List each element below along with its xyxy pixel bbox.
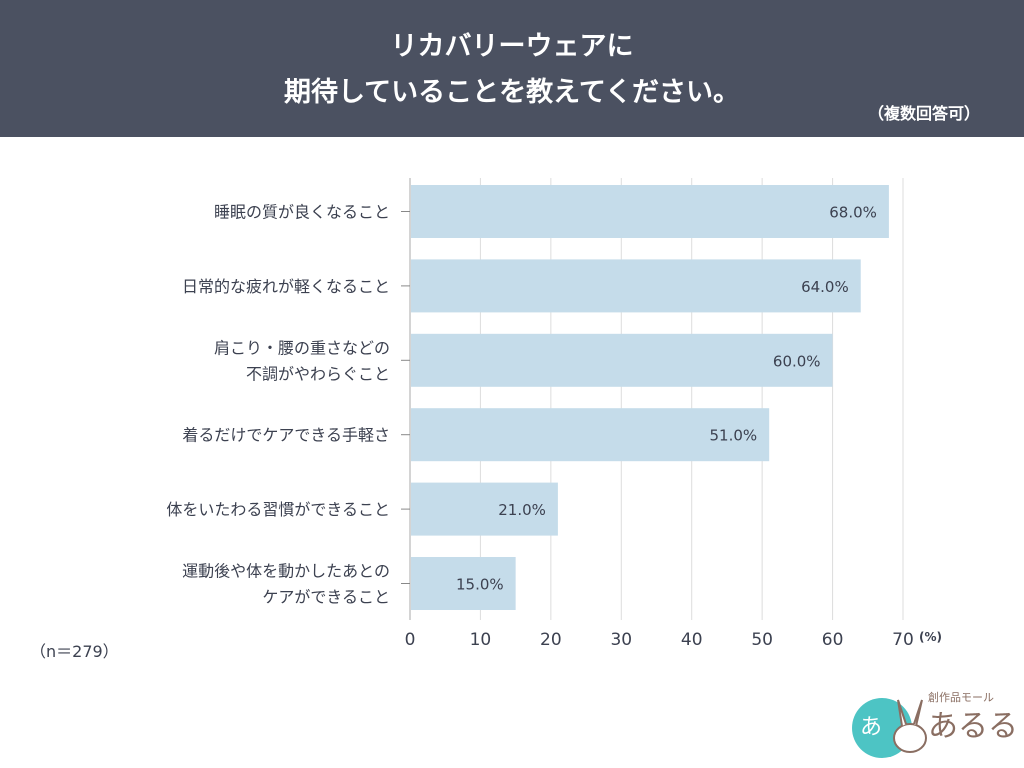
category-label: ケアができること: [262, 588, 390, 607]
logo: あ 創作品モール あるる: [850, 686, 1020, 762]
multiple-answer-note: （複数回答可）: [867, 104, 980, 123]
x-tick-label: 50: [751, 630, 773, 650]
bar: [411, 333, 833, 387]
title-line-1: リカバリーウェアに: [390, 31, 634, 62]
x-tick-label: 30: [610, 630, 632, 650]
svg-text:創作品モール: 創作品モール: [928, 690, 994, 704]
bar: [411, 482, 558, 536]
chart-title: リカバリーウェアに 期待していることを教えてください。: [0, 24, 1024, 116]
sample-size: （n＝279）: [30, 642, 119, 661]
bar: [411, 408, 770, 462]
bar: [411, 259, 861, 313]
data-label: 60.0%: [773, 352, 821, 370]
x-tick-label: 20: [540, 630, 562, 650]
x-tick-label: 10: [470, 630, 492, 650]
svg-text:あ: あ: [860, 715, 882, 740]
data-label: 51.0%: [710, 427, 758, 445]
title-line-2: 期待していることを教えてください。: [283, 77, 741, 108]
data-label: 15.0%: [456, 576, 504, 594]
x-tick-label: 40: [681, 630, 703, 650]
category-label: 日常的な疲れが軽くなること: [182, 277, 390, 296]
category-label: 体をいたわる習慣ができること: [166, 500, 390, 519]
bar: [411, 557, 516, 610]
category-label: 肩こり・腰の重さなどの: [214, 338, 390, 357]
header: リカバリーウェアに 期待していることを教えてください。 （複数回答可）: [0, 0, 1024, 137]
x-unit-label: (%): [919, 630, 942, 644]
category-label: 睡眠の質が良くなること: [214, 203, 390, 222]
category-label: 不調がやわらぐこと: [246, 364, 390, 383]
rabbit-logo-icon: あ 創作品モール あるる: [852, 690, 1018, 758]
data-label: 64.0%: [801, 278, 849, 296]
svg-text:あるる: あるる: [928, 709, 1018, 744]
x-tick-label: 70: [892, 630, 914, 650]
data-label: 21.0%: [498, 501, 546, 519]
x-tick-label: 60: [822, 630, 844, 650]
category-label: 着るだけでケアできる手軽さ: [182, 426, 390, 445]
x-tick-label: 0: [405, 630, 416, 650]
category-label: 運動後や体を動かしたあとの: [182, 562, 390, 581]
data-label: 68.0%: [829, 204, 877, 222]
bar: [411, 185, 889, 238]
